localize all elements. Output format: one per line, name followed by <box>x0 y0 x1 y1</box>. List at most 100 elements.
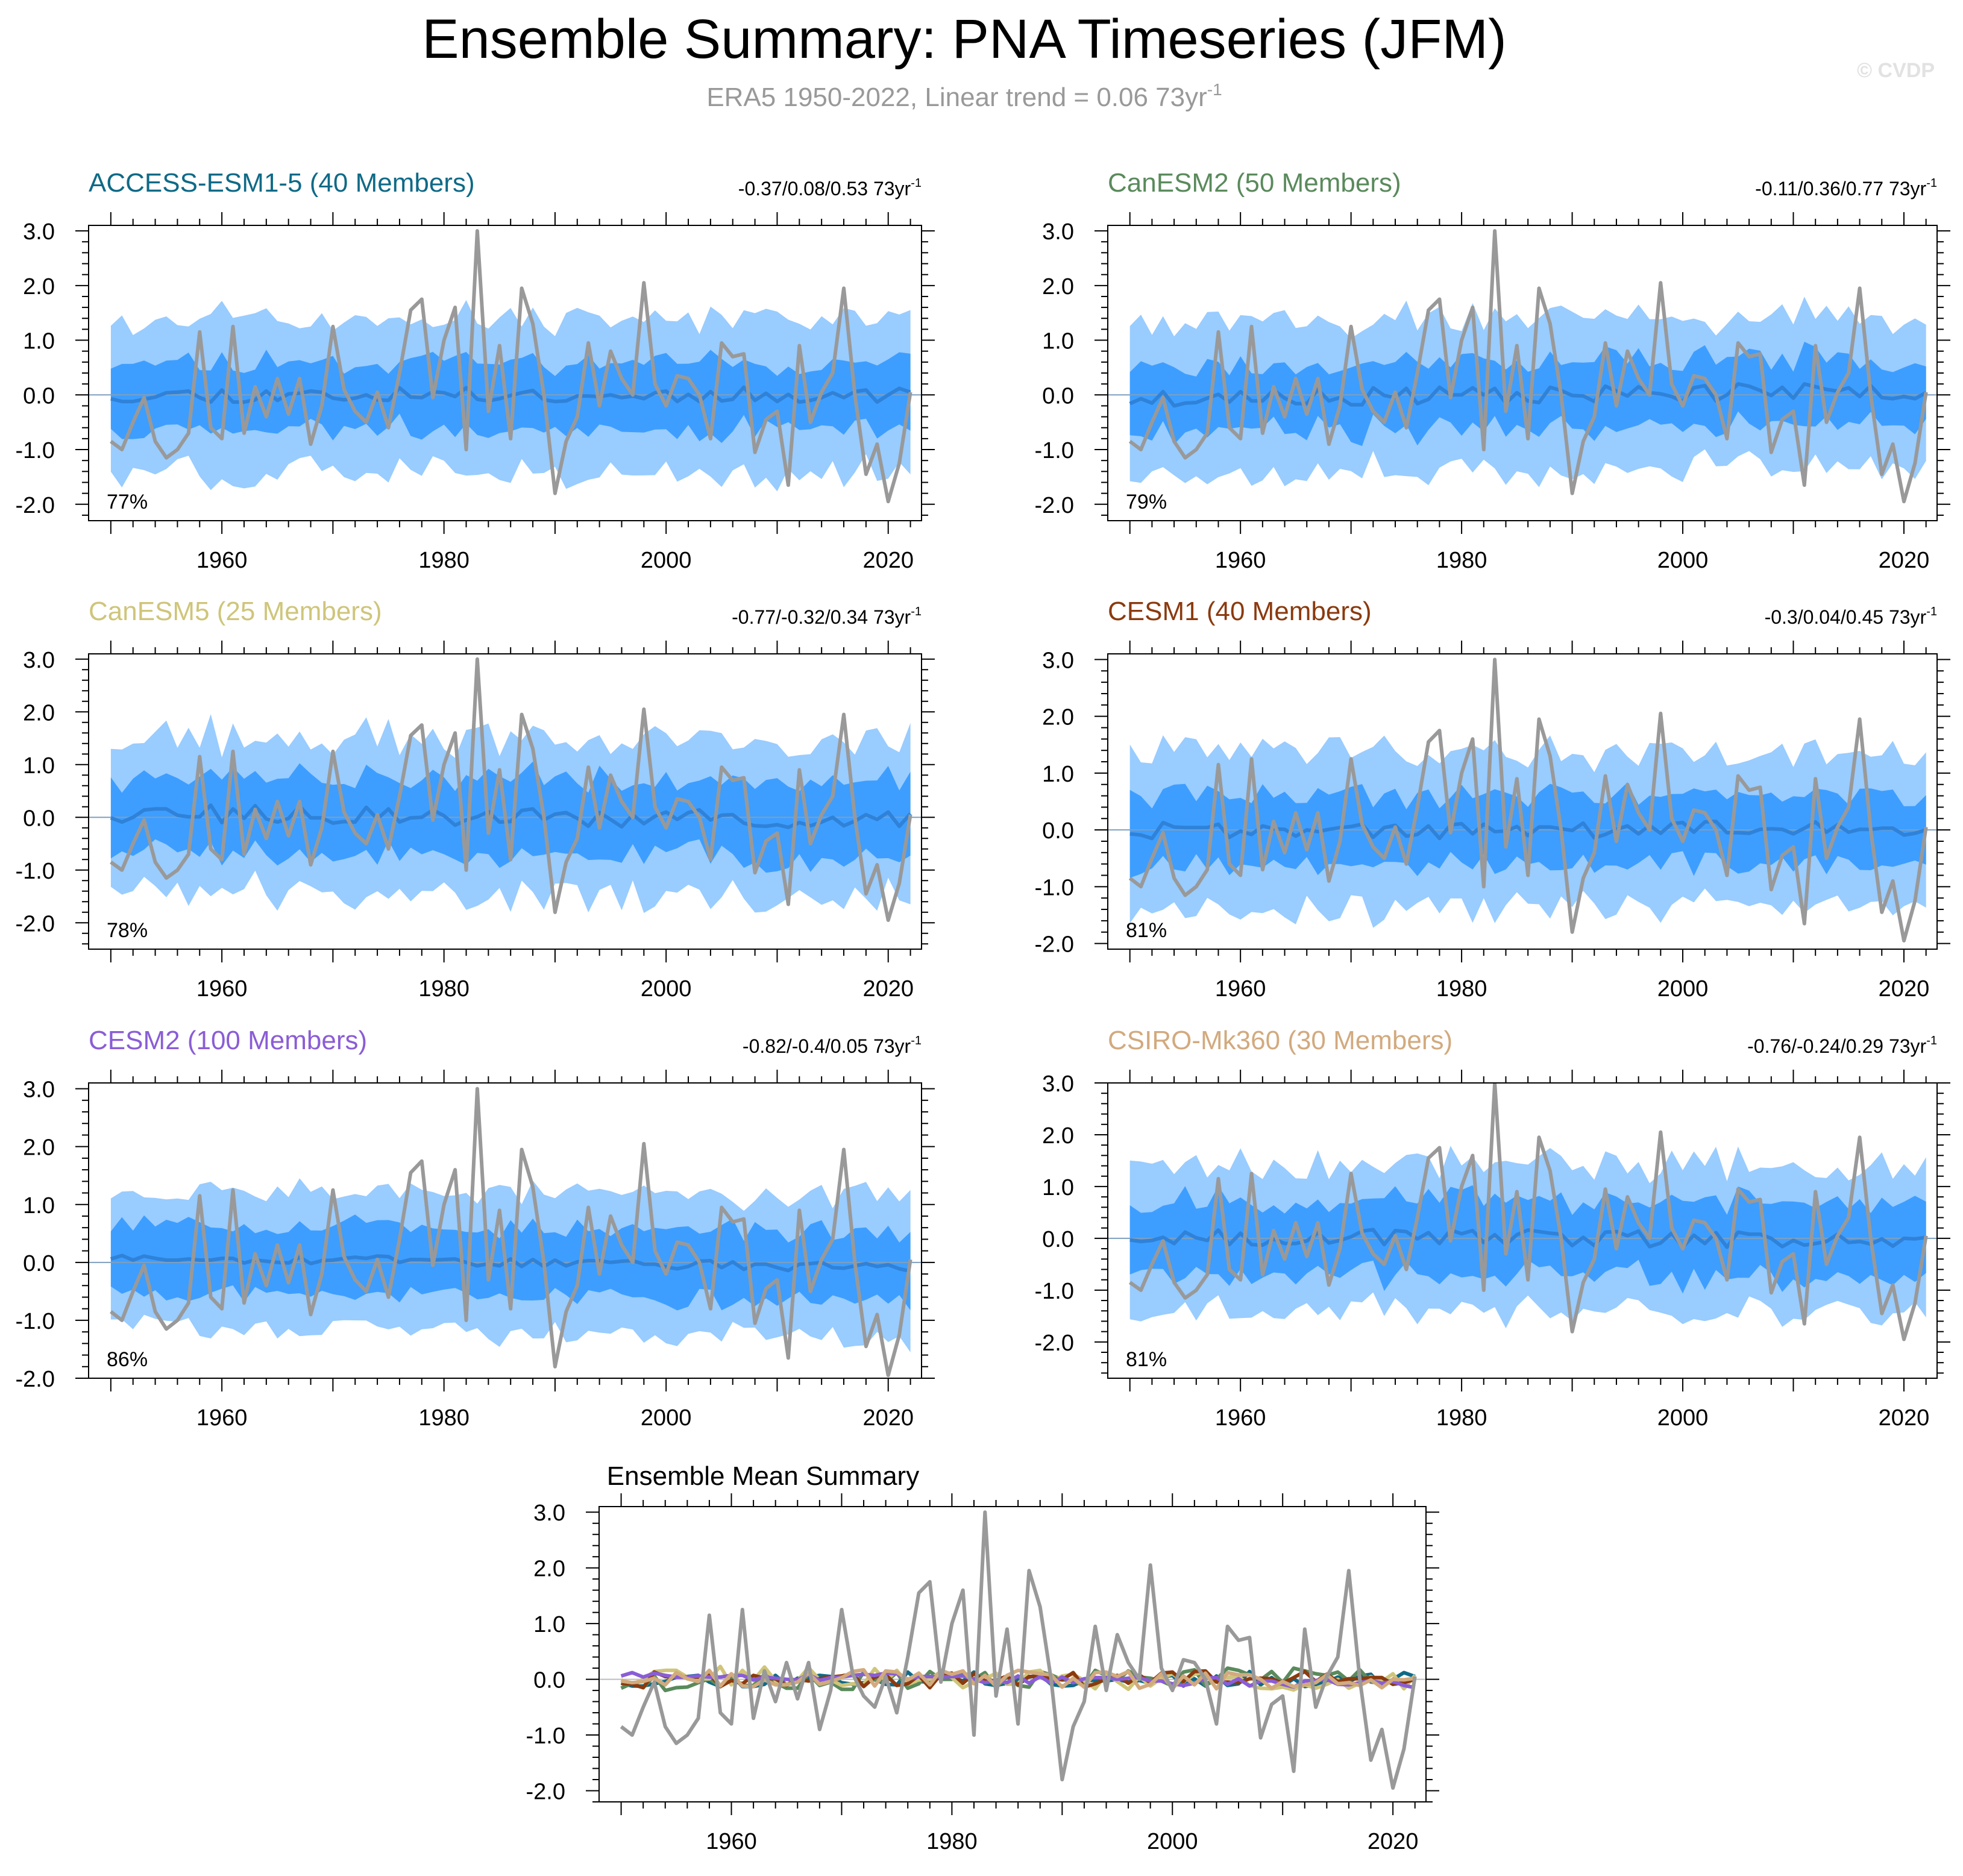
panel-title: CESM2 (100 Members) <box>89 1026 367 1055</box>
x-tick-label: 2000 <box>1147 1829 1198 1854</box>
panels: -2.0 -1.0 0.0 1.0 2.0 3.0 1960 1980 2000 2020 ACCE… <box>16 168 1950 1854</box>
watermark: © CVDP <box>1857 59 1935 82</box>
y-tick-label: -1.0 <box>1035 1279 1074 1304</box>
y-tick-label: 2.0 <box>23 1135 55 1161</box>
y-tick-label: 0.0 <box>533 1668 565 1693</box>
observed-line <box>110 229 912 504</box>
percent-label: 81% <box>1126 919 1167 942</box>
percent-label: 78% <box>107 919 148 942</box>
y-tick-label: -1.0 <box>526 1724 565 1749</box>
observed-line <box>1128 1083 1928 1341</box>
ensemble-mean-line <box>110 1253 911 1273</box>
x-tick-label: 2020 <box>862 976 914 1002</box>
main-title: Ensemble Summary: PNA Timeseries (JFM) <box>422 8 1506 70</box>
y-tick-label: -2.0 <box>16 1367 55 1392</box>
y-tick-label: 1.0 <box>23 1193 55 1219</box>
inner-spread-band <box>1129 342 1926 447</box>
percent-label: 77% <box>107 491 148 513</box>
plot-frame <box>598 1506 1427 1802</box>
trend-label: -0.82/-0.4/0.05 73yr-1 <box>743 1034 922 1057</box>
observed-line <box>110 657 912 922</box>
y-tick-label: 3.0 <box>1042 648 1074 673</box>
x-tick-label: 1960 <box>1215 1405 1266 1431</box>
x-tick-label: 1960 <box>196 1405 248 1431</box>
x-tick-label: 2000 <box>1657 976 1709 1002</box>
panel-title: CanESM2 (50 Members) <box>1108 168 1401 198</box>
percent-label: 81% <box>1126 1348 1167 1371</box>
plot-area <box>1108 229 1937 504</box>
plot-frame <box>88 1082 922 1379</box>
plot-area <box>89 229 922 504</box>
chart-panel-cesm2: -2.0 -1.0 0.0 1.0 2.0 3.0 1960 1980 2000 2020 CESM… <box>16 1026 935 1431</box>
trend-label: -0.3/0.04/0.45 73yr-1 <box>1765 605 1937 628</box>
chart-panel-csiro: -2.0 -1.0 0.0 1.0 2.0 3.0 1960 1980 2000 2020 CSIR… <box>1035 1026 1950 1431</box>
panel-title: Ensemble Mean Summary <box>607 1461 919 1491</box>
y-tick-label: 3.0 <box>23 648 55 673</box>
trend-label: -0.11/0.36/0.77 73yr-1 <box>1755 177 1937 199</box>
trend-label: -0.77/-0.32/0.34 73yr-1 <box>732 605 922 628</box>
y-tick-label: -2.0 <box>1035 493 1074 518</box>
y-tick-label: -2.0 <box>1035 1331 1074 1356</box>
observed-line <box>1128 657 1928 943</box>
y-tick-label: -2.0 <box>526 1780 565 1805</box>
percent-label: 86% <box>107 1348 148 1371</box>
chart-panel-access: -2.0 -1.0 0.0 1.0 2.0 3.0 1960 1980 2000 2020 ACCE… <box>16 168 935 573</box>
y-tick-label: 2.0 <box>533 1557 565 1582</box>
y-tick-label: 0.0 <box>1042 383 1074 409</box>
y-tick-label: -2.0 <box>1035 932 1074 958</box>
y-tick-label: 0.0 <box>23 1251 55 1276</box>
plot-frame <box>1107 1082 1938 1379</box>
y-tick-label: 0.0 <box>23 806 55 831</box>
y-tick-label: 1.0 <box>1042 762 1074 787</box>
y-tick-label: 1.0 <box>23 329 55 354</box>
y-tick-label: 3.0 <box>533 1501 565 1526</box>
x-tick-label: 1980 <box>1436 1405 1487 1431</box>
chart-panel-cesm1: -2.0 -1.0 0.0 1.0 2.0 3.0 1960 1980 2000 2020 CESM… <box>1035 597 1950 1002</box>
x-tick-label: 1980 <box>1436 548 1487 573</box>
x-tick-label: 1980 <box>418 976 470 1002</box>
x-tick-label: 1960 <box>1215 976 1266 1002</box>
y-tick-label: -2.0 <box>16 911 55 936</box>
x-tick-label: 1960 <box>706 1829 757 1854</box>
ensemble-mean-line <box>1129 1228 1927 1249</box>
chart-panel-summary: -2.0 -1.0 0.0 1.0 2.0 3.0 1960 1980 2000 2020 Ense… <box>526 1461 1439 1854</box>
y-tick-label: 1.0 <box>23 753 55 779</box>
y-tick-label: 2.0 <box>23 700 55 726</box>
y-tick-label: 1.0 <box>1042 1175 1074 1200</box>
x-tick-label: 2020 <box>1368 1829 1419 1854</box>
y-tick-label: 1.0 <box>533 1612 565 1637</box>
y-tick-label: 0.0 <box>1042 818 1074 844</box>
x-tick-label: 1960 <box>196 548 248 573</box>
ensemble-mean-line <box>110 385 911 404</box>
plot-frame <box>1107 653 1938 950</box>
trend-label: -0.76/-0.24/0.29 73yr-1 <box>1747 1034 1937 1057</box>
y-tick-label: 2.0 <box>1042 274 1074 300</box>
ensemble-mean-csiro <box>621 1667 1416 1691</box>
x-tick-label: 2020 <box>862 1405 914 1431</box>
x-tick-label: 2020 <box>1879 1405 1930 1431</box>
y-tick-label: -1.0 <box>1035 438 1074 463</box>
plot-area <box>599 1510 1426 1790</box>
x-tick-label: 1960 <box>1215 548 1266 573</box>
x-tick-label: 2000 <box>641 1405 692 1431</box>
x-tick-label: 1980 <box>1436 976 1487 1002</box>
plot-area <box>1108 657 1937 943</box>
ensemble-mean-line <box>110 803 912 829</box>
x-tick-label: 1980 <box>418 1405 470 1431</box>
chart-panel-canesm5: -2.0 -1.0 0.0 1.0 2.0 3.0 1960 1980 2000 2020 CanE… <box>16 597 935 1002</box>
trend-label: -0.37/0.08/0.53 73yr-1 <box>738 177 922 199</box>
x-tick-label: 2020 <box>1879 548 1930 573</box>
percent-label: 79% <box>1126 491 1167 513</box>
y-tick-label: 2.0 <box>23 274 55 300</box>
observed-line <box>1128 229 1928 504</box>
ensemble-mean-cesm2 <box>620 1671 1416 1690</box>
ensemble-mean-line <box>1129 382 1927 408</box>
panel-title: CanESM5 (25 Members) <box>89 597 382 626</box>
x-tick-label: 2020 <box>862 548 914 573</box>
plot-area <box>1108 1083 1937 1341</box>
plot-frame <box>88 653 922 950</box>
panel-title: ACCESS-ESM1-5 (40 Members) <box>89 168 475 198</box>
observed-line <box>110 1087 912 1378</box>
observed-line <box>620 1510 1417 1790</box>
